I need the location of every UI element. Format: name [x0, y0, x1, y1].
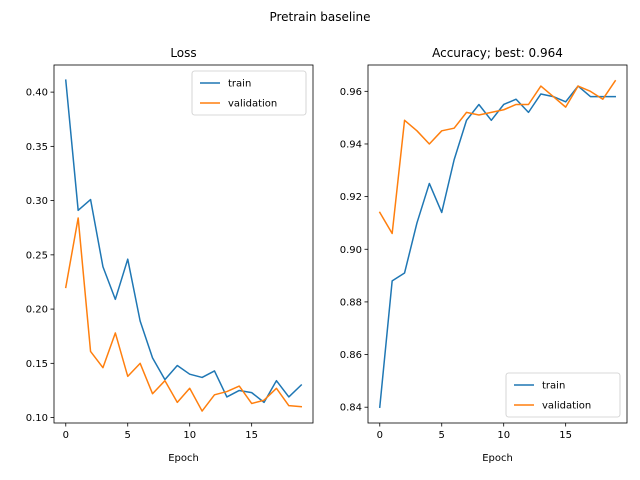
legend-box — [505, 372, 621, 418]
loss-chart: Loss 0 5 10 15 0.10 0.15 0.20 0.25 0.30 0.35 0.40 Ep… — [26, 46, 314, 464]
y-tick-label: 0.10 — [26, 413, 48, 424]
x-tick-label: 10 — [497, 430, 510, 441]
y-tick-label: 0.88 — [340, 297, 362, 308]
series-line-validation — [378, 79, 617, 235]
y-tick-label: 0.25 — [26, 250, 48, 261]
figure-suptitle: Pretrain baseline — [269, 10, 370, 24]
x-tick-label: 15 — [245, 430, 258, 441]
legend-label-validation: validation — [542, 401, 591, 412]
chart-title: Accuracy; best: 0.964 — [432, 46, 563, 60]
x-axis-label: Epoch — [482, 453, 513, 464]
x-axis-label: Epoch — [168, 453, 199, 464]
series-line-validation — [64, 217, 303, 412]
x-tick-label: 5 — [439, 430, 445, 441]
y-tick-label: 0.40 — [26, 88, 48, 99]
legend-label-train: train — [542, 381, 565, 392]
y-tick-label: 0.90 — [340, 245, 362, 256]
axes-frame — [53, 64, 314, 424]
y-tick-label: 0.15 — [26, 359, 48, 370]
legend-label-validation: validation — [228, 99, 277, 110]
legend-label-train: train — [228, 79, 251, 90]
legend: train validation — [191, 70, 307, 116]
y-tick-label: 0.86 — [340, 350, 362, 361]
x-tick-label: 0 — [63, 430, 69, 441]
y-tick-label: 0.30 — [26, 196, 48, 207]
y-tick-label: 0.96 — [340, 87, 362, 98]
x-tick-label: 10 — [183, 430, 196, 441]
axes-frame — [367, 64, 628, 424]
chart-title: Loss — [170, 46, 196, 60]
legend-box — [191, 70, 307, 116]
legend: train validation — [505, 372, 621, 418]
x-tick-label: 15 — [559, 430, 572, 441]
x-tick-label: 5 — [125, 430, 131, 441]
y-tick-label: 0.92 — [340, 192, 362, 203]
y-tick-label: 0.84 — [340, 403, 362, 414]
accuracy-chart: Accuracy; best: 0.964 0 5 10 15 0.84 0.86 0.88 0… — [340, 46, 628, 464]
y-tick-label: 0.94 — [340, 139, 362, 150]
x-tick-label: 0 — [377, 430, 383, 441]
y-tick-label: 0.20 — [26, 305, 48, 316]
y-tick-label: 0.35 — [26, 142, 48, 153]
